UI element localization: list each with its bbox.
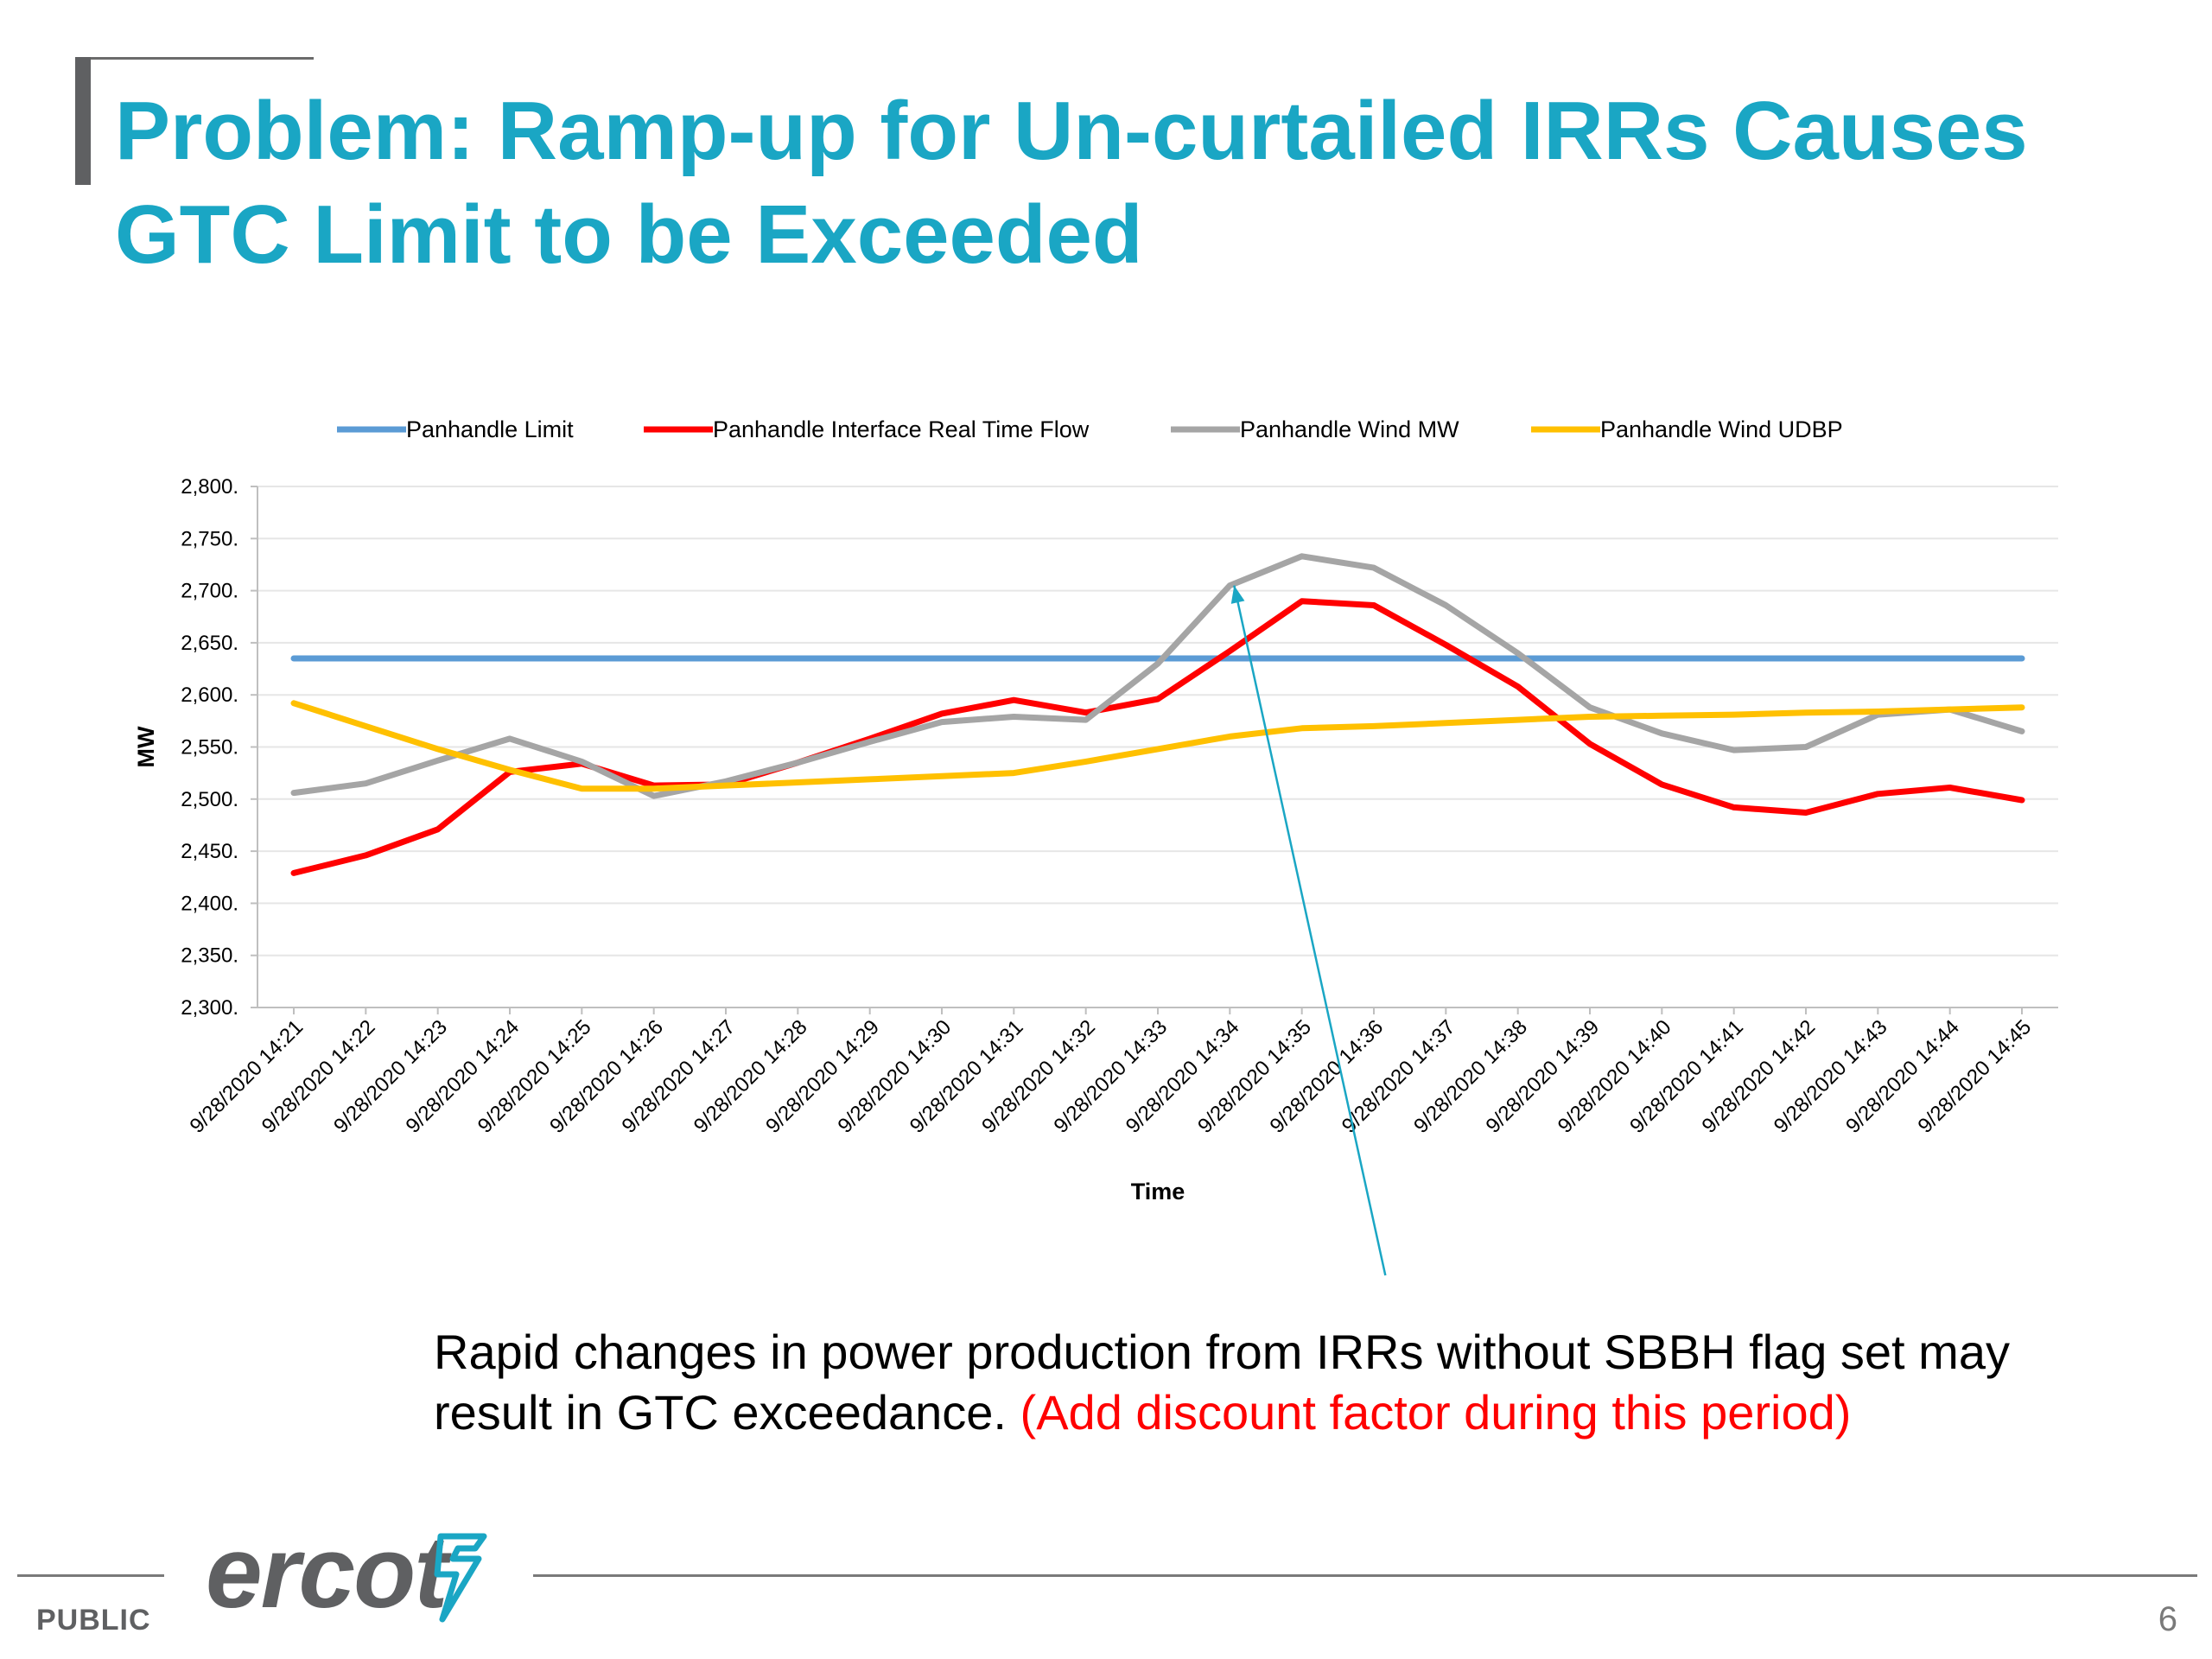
- y-tick-label: 2,550.: [181, 736, 238, 760]
- slide-title-line-1: Problem: Ramp-up for Un-curtailed IRRs C…: [115, 85, 2028, 177]
- y-axis-title: MW: [133, 726, 159, 767]
- y-tick-label: 2,700.: [181, 580, 238, 603]
- lightning-icon: [434, 1533, 487, 1623]
- y-tick-label: 2,300.: [181, 996, 238, 1020]
- legend-label: Panhandle Wind UDBP: [1600, 416, 1843, 442]
- slide-title-line-2: GTC Limit to be Exceeded: [115, 188, 1143, 281]
- y-tick-label: 2,800.: [181, 475, 238, 499]
- caption-note: (Add discount factor during this period): [1020, 1385, 1852, 1440]
- y-tick-label: 2,350.: [181, 944, 238, 968]
- logo-wordmark: ercot: [206, 1516, 448, 1630]
- footer-divider-left: [17, 1574, 164, 1577]
- line-chart: 2,300. 2,350. 2,400. 2,450. 2,500. 2,550. 2,60…: [133, 416, 2058, 1276]
- legend-label: Panhandle Wind MW: [1240, 416, 1459, 442]
- annotation-arrow-head: [1230, 585, 1245, 604]
- footer-divider-right: [533, 1574, 2197, 1577]
- y-tick-label: 2,600.: [181, 683, 238, 707]
- y-tick-label: 2,400.: [181, 892, 238, 915]
- legend-label: Panhandle Interface Real Time Flow: [713, 416, 1090, 442]
- title-accent-bar: [75, 57, 91, 185]
- classification-label: PUBLIC: [36, 1604, 151, 1637]
- y-tick-label: 2,650.: [181, 632, 238, 655]
- caption: Rapid changes in power production from I…: [434, 1322, 2075, 1443]
- series-line-3: [290, 700, 2025, 792]
- series-line-2: [290, 553, 2025, 799]
- x-axis-title: Time: [1131, 1179, 1185, 1205]
- legend-label: Panhandle Limit: [406, 416, 574, 442]
- y-tick-label: 2,500.: [181, 788, 238, 811]
- annotation-arrow-line: [1233, 585, 1387, 1276]
- slide-title: Problem: Ramp-up for Un-curtailed IRRs C…: [115, 79, 2189, 287]
- y-tick-label: 2,750.: [181, 527, 238, 550]
- y-tick-label: 2,450.: [181, 840, 238, 863]
- page-number: 6: [2158, 1600, 2177, 1638]
- caption-main: Rapid changes in power production from I…: [434, 1325, 2010, 1440]
- ercot-logo: ercot: [206, 1512, 517, 1633]
- title-accent-line: [75, 57, 314, 60]
